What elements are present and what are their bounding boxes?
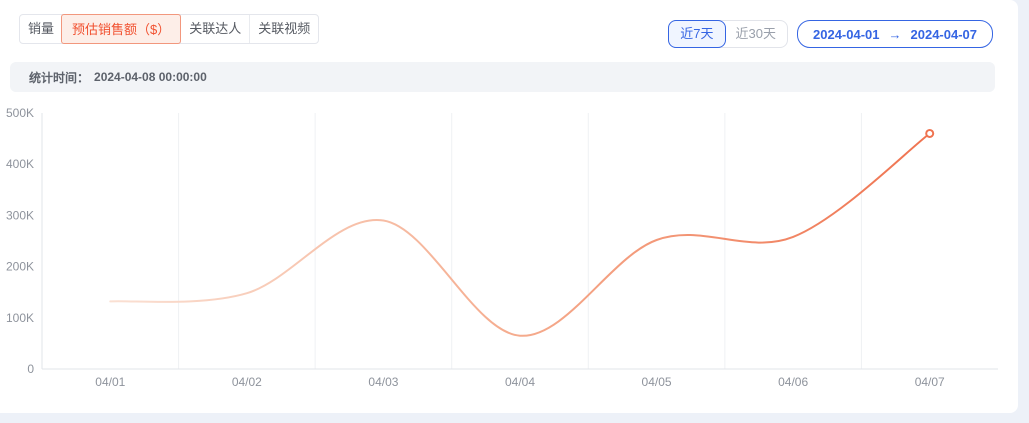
svg-text:400K: 400K	[6, 157, 34, 171]
stats-time-value: 2024-04-08 00:00:00	[94, 70, 207, 84]
quick-range-group: 近7天 近30天	[668, 20, 788, 48]
stats-time-label: 统计时间：	[29, 70, 90, 85]
estimated-sales-line-chart: 0 100K 200K 300K 400K 500K 04/01 04/02 04/03 04/0…	[6, 106, 998, 389]
stats-time-bar: 统计时间： 2024-04-08 00:00:00	[10, 62, 995, 92]
svg-text:200K: 200K	[6, 260, 34, 274]
date-range-picker[interactable]: 2024-04-01 → 2024-04-07	[797, 20, 993, 48]
svg-text:04/02: 04/02	[232, 375, 262, 389]
analytics-card: 销量 预估销售额（$） 关联达人 关联视频 近7天 近30天 2024-04-0…	[0, 0, 1018, 413]
svg-text:04/01: 04/01	[95, 375, 125, 389]
date-range-controls: 近7天 近30天 2024-04-01 → 2024-04-07	[668, 20, 993, 48]
svg-text:100K: 100K	[6, 311, 34, 325]
tab-estimated-sales[interactable]: 预估销售额（$）	[61, 14, 182, 44]
metric-tabs: 销量 预估销售额（$） 关联达人 关联视频	[19, 14, 320, 44]
date-end-value: 2024-04-07	[910, 26, 978, 42]
svg-text:300K: 300K	[6, 208, 34, 222]
last-7-days-button[interactable]: 近7天	[668, 20, 726, 48]
tab-sales-volume[interactable]: 销量	[28, 21, 55, 36]
svg-text:04/05: 04/05	[642, 375, 672, 389]
svg-text:04/04: 04/04	[505, 375, 535, 389]
last-30-days-button[interactable]: 近30天	[735, 26, 776, 41]
svg-text:04/06: 04/06	[778, 375, 808, 389]
svg-text:04/07: 04/07	[915, 375, 945, 389]
svg-text:500K: 500K	[6, 106, 34, 120]
svg-text:0: 0	[27, 362, 34, 376]
svg-text:04/03: 04/03	[368, 375, 398, 389]
tab-related-influencers[interactable]: 关联达人	[180, 15, 249, 43]
date-start-value: 2024-04-01	[813, 26, 880, 42]
arrow-right-icon: →	[888, 26, 902, 42]
tab-related-videos[interactable]: 关联视频	[249, 15, 318, 43]
